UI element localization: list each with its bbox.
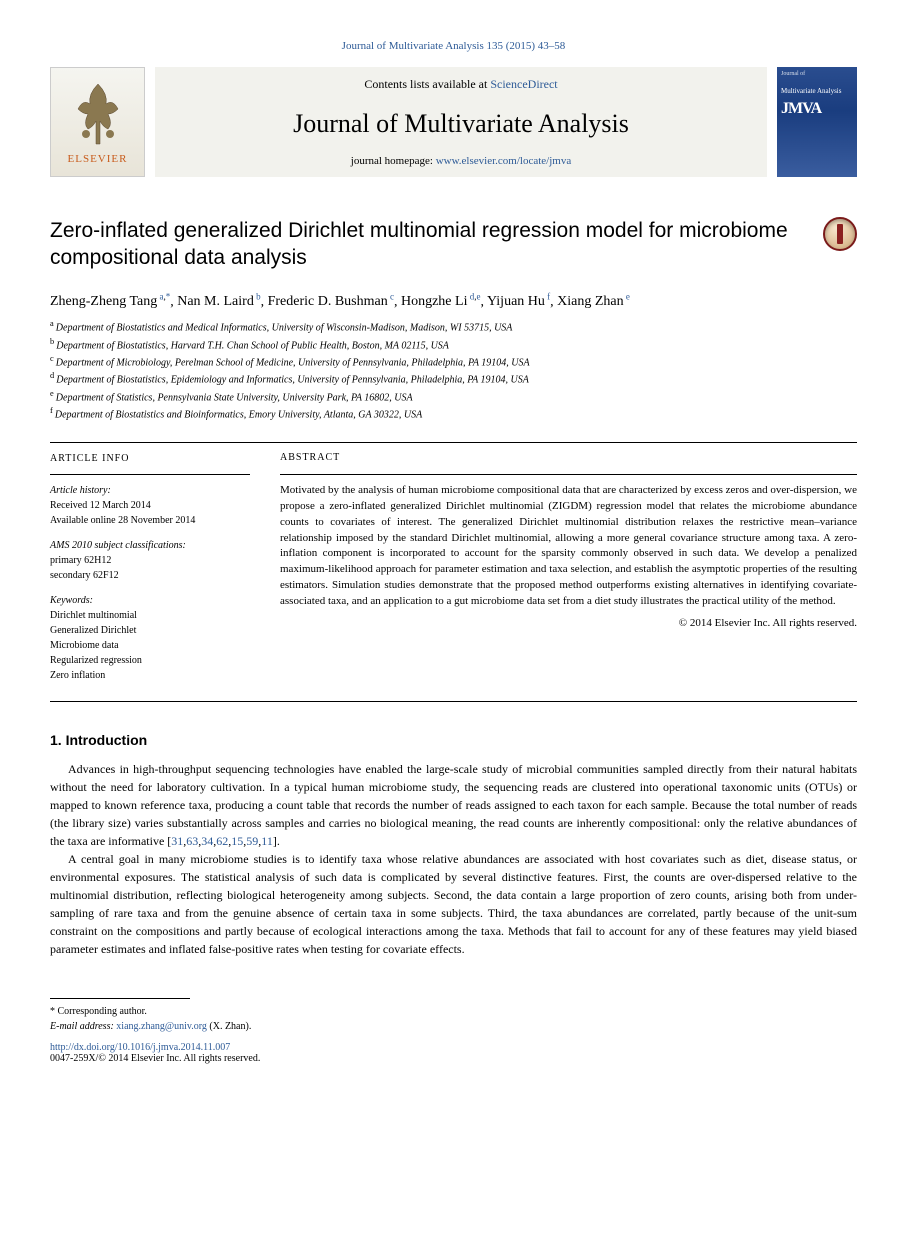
article-title: Zero-inflated generalized Dirichlet mult… <box>50 217 857 272</box>
online-date: Available online 28 November 2014 <box>50 513 250 528</box>
history-title: Article history: <box>50 483 250 498</box>
journal-title: Journal of Multivariate Analysis <box>175 109 747 139</box>
divider-top <box>50 442 857 443</box>
section-1-title: 1. Introduction <box>50 732 857 748</box>
doi-link[interactable]: http://dx.doi.org/10.1016/j.jmva.2014.11… <box>50 1042 230 1053</box>
paragraph-1: Advances in high-throughput sequencing t… <box>50 760 857 850</box>
ams-block: AMS 2010 subject classifications: primar… <box>50 538 250 583</box>
keyword: Zero inflation <box>50 668 250 683</box>
keyword: Regularized regression <box>50 653 250 668</box>
citation-ref[interactable]: 63 <box>186 834 198 848</box>
keyword: Microbiome data <box>50 638 250 653</box>
crossmark-icon[interactable] <box>823 217 857 251</box>
author: Zheng-Zheng Tang a,* <box>50 294 170 309</box>
keyword: Generalized Dirichlet <box>50 623 250 638</box>
author: Hongzhe Li d,e <box>401 294 480 309</box>
doi-line: http://dx.doi.org/10.1016/j.jmva.2014.11… <box>50 1042 857 1064</box>
affiliation: a Department of Biostatistics and Medica… <box>50 318 857 335</box>
keyword: Dirichlet multinomial <box>50 608 250 623</box>
corresponding-author: * Corresponding author. <box>50 1004 857 1019</box>
author: Frederic D. Bushman c <box>268 294 394 309</box>
elsevier-tree-icon <box>68 79 128 149</box>
journal-homepage-link[interactable]: www.elsevier.com/locate/jmva <box>436 155 572 167</box>
citation-ref[interactable]: 11 <box>261 834 273 848</box>
footer-copyright: 0047-259X/© 2014 Elsevier Inc. All right… <box>50 1053 260 1064</box>
keywords-block: Keywords: Dirichlet multinomialGeneraliz… <box>50 593 250 683</box>
received-date: Received 12 March 2014 <box>50 498 250 513</box>
footnote-divider <box>50 998 190 999</box>
ams-code: secondary 62F12 <box>50 568 250 583</box>
elsevier-brand-text: ELSEVIER <box>68 153 128 165</box>
sciencedirect-link[interactable]: ScienceDirect <box>490 77 557 91</box>
email-line: E-mail address: xiang.zhang@univ.org (X.… <box>50 1019 857 1034</box>
author: Nan M. Laird b <box>177 294 260 309</box>
meta-abstract-row: ARTICLE INFO Article history: Received 1… <box>50 451 857 693</box>
elsevier-logo[interactable]: ELSEVIER <box>50 67 145 177</box>
affiliation: c Department of Microbiology, Perelman S… <box>50 353 857 370</box>
abstract-column: ABSTRACT Motivated by the analysis of hu… <box>280 451 857 693</box>
citation-ref[interactable]: 31 <box>171 834 183 848</box>
citation-ref[interactable]: 15 <box>231 834 243 848</box>
affiliation: b Department of Biostatistics, Harvard T… <box>50 336 857 353</box>
abstract-text: Motivated by the analysis of human micro… <box>280 483 857 611</box>
journal-homepage-line: journal homepage: www.elsevier.com/locat… <box>175 155 747 167</box>
section-1-body: Advances in high-throughput sequencing t… <box>50 760 857 958</box>
ams-code: primary 62H12 <box>50 553 250 568</box>
journal-ref-link[interactable]: Journal of Multivariate Analysis 135 (20… <box>342 40 566 52</box>
journal-header-ref: Journal of Multivariate Analysis 135 (20… <box>50 40 857 52</box>
divider-bottom <box>50 701 857 702</box>
article-info-column: ARTICLE INFO Article history: Received 1… <box>50 451 250 693</box>
citation-ref[interactable]: 34 <box>201 834 213 848</box>
author: Xiang Zhan e <box>557 294 630 309</box>
affiliations-list: a Department of Biostatistics and Medica… <box>50 318 857 422</box>
journal-cover-thumbnail[interactable]: Journal of Multivariate Analysis JMVA <box>777 67 857 177</box>
authors-list: Zheng-Zheng Tang a,*, Nan M. Laird b, Fr… <box>50 292 857 311</box>
abstract-copyright: © 2014 Elsevier Inc. All rights reserved… <box>280 616 857 632</box>
contents-available-line: Contents lists available at ScienceDirec… <box>175 77 747 92</box>
citation-ref[interactable]: 59 <box>246 834 258 848</box>
affiliation: e Department of Statistics, Pennsylvania… <box>50 388 857 405</box>
affiliation: d Department of Biostatistics, Epidemiol… <box>50 370 857 387</box>
journal-banner: ELSEVIER Contents lists available at Sci… <box>50 67 857 177</box>
ams-title: AMS 2010 subject classifications: <box>50 538 250 553</box>
banner-center: Contents lists available at ScienceDirec… <box>155 67 767 177</box>
article-info-label: ARTICLE INFO <box>50 451 250 466</box>
keywords-title: Keywords: <box>50 593 250 608</box>
article-history: Article history: Received 12 March 2014 … <box>50 483 250 528</box>
paragraph-2: A central goal in many microbiome studie… <box>50 850 857 958</box>
footnotes: * Corresponding author. E-mail address: … <box>50 1004 857 1034</box>
corresponding-email-link[interactable]: xiang.zhang@univ.org <box>116 1021 207 1032</box>
abstract-label: ABSTRACT <box>280 451 857 466</box>
affiliation: f Department of Biostatistics and Bioinf… <box>50 405 857 422</box>
citation-ref[interactable]: 62 <box>216 834 228 848</box>
author: Yijuan Hu f <box>487 294 550 309</box>
